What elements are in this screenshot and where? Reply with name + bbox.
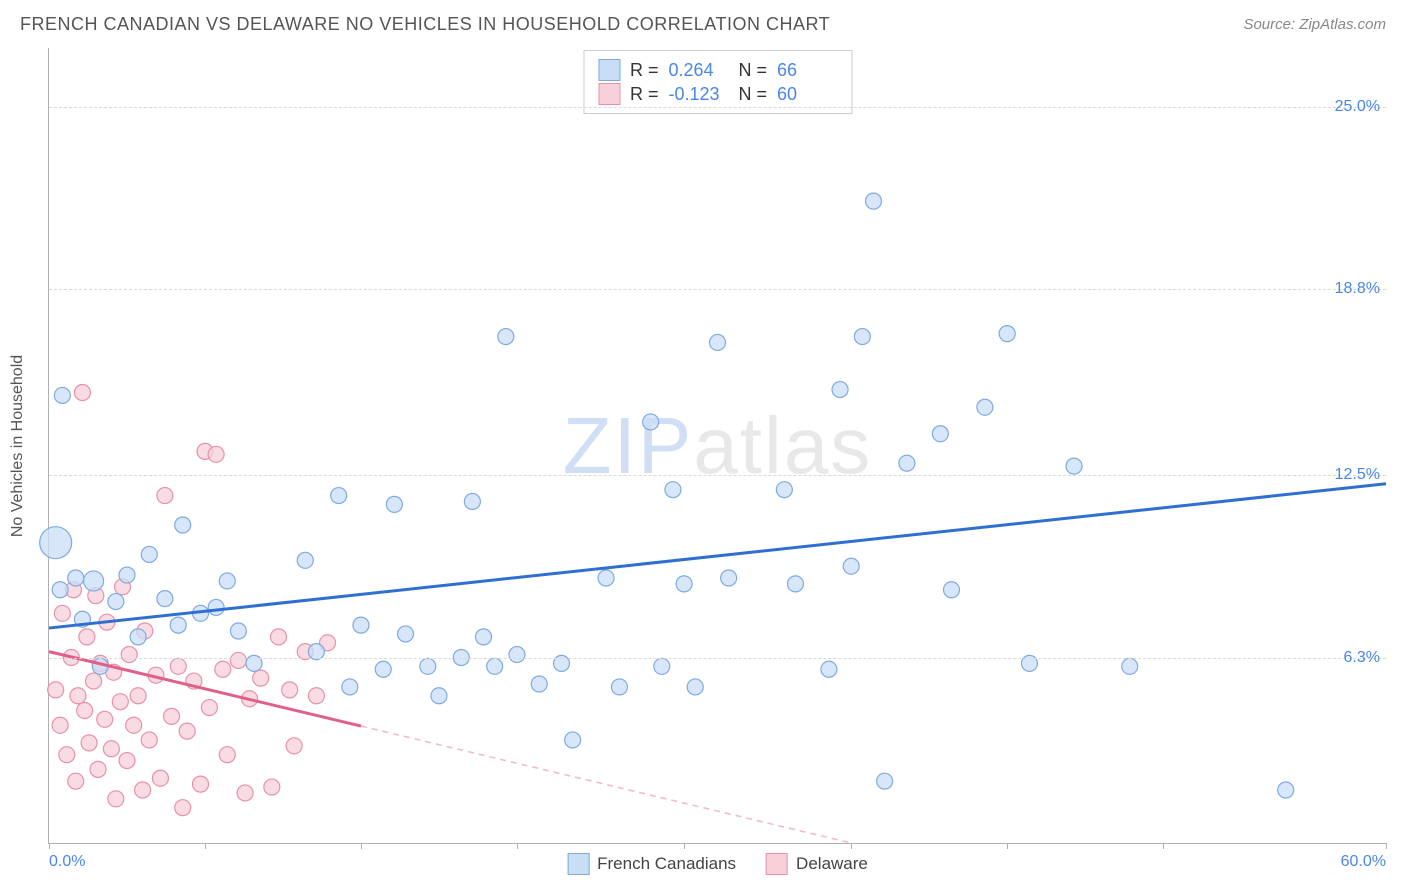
- x-tick-mark: [1163, 843, 1164, 849]
- stats-box: R = 0.264 N = 66 R = -0.123 N = 60: [583, 50, 852, 114]
- plot-area: ZIPatlas R = 0.264 N = 66 R = -0.123 N =…: [48, 48, 1386, 844]
- x-tick-mark: [49, 843, 50, 849]
- gridline: [49, 289, 1386, 290]
- x-tick-label: 0.0%: [49, 853, 85, 871]
- n-label: N =: [739, 60, 768, 81]
- swatch-fc: [567, 853, 589, 875]
- gridline: [49, 658, 1386, 659]
- chart-svg: [49, 48, 1386, 843]
- stats-row-fc: R = 0.264 N = 66: [598, 59, 837, 81]
- x-tick-mark: [684, 843, 685, 849]
- y-tick-label: 25.0%: [1335, 98, 1380, 116]
- r-value-fc: 0.264: [669, 60, 729, 81]
- swatch-fc: [598, 59, 620, 81]
- n-value-fc: 66: [777, 60, 837, 81]
- n-label: N =: [739, 84, 768, 105]
- source-text: Source: ZipAtlas.com: [1243, 16, 1386, 33]
- legend-label-de: Delaware: [796, 854, 868, 874]
- legend-item-de: Delaware: [766, 853, 868, 875]
- x-tick-mark: [1386, 843, 1387, 849]
- r-label: R =: [630, 84, 659, 105]
- legend: French Canadians Delaware: [567, 853, 868, 875]
- n-value-de: 60: [777, 84, 837, 105]
- y-axis-label: No Vehicles in Household: [9, 355, 27, 537]
- y-tick-label: 18.8%: [1335, 280, 1380, 298]
- r-label: R =: [630, 60, 659, 81]
- swatch-de: [598, 83, 620, 105]
- chart-title: FRENCH CANADIAN VS DELAWARE NO VEHICLES …: [20, 14, 830, 35]
- legend-label-fc: French Canadians: [597, 854, 736, 874]
- r-value-de: -0.123: [669, 84, 729, 105]
- gridline: [49, 107, 1386, 108]
- x-tick-label: 60.0%: [1341, 853, 1386, 871]
- y-tick-label: 6.3%: [1344, 649, 1380, 667]
- x-tick-mark: [1007, 843, 1008, 849]
- gridline: [49, 475, 1386, 476]
- x-tick-mark: [361, 843, 362, 849]
- y-tick-label: 12.5%: [1335, 466, 1380, 484]
- x-tick-mark: [205, 843, 206, 849]
- x-tick-mark: [517, 843, 518, 849]
- stats-row-de: R = -0.123 N = 60: [598, 83, 837, 105]
- legend-item-fc: French Canadians: [567, 853, 736, 875]
- swatch-de: [766, 853, 788, 875]
- x-tick-mark: [851, 843, 852, 849]
